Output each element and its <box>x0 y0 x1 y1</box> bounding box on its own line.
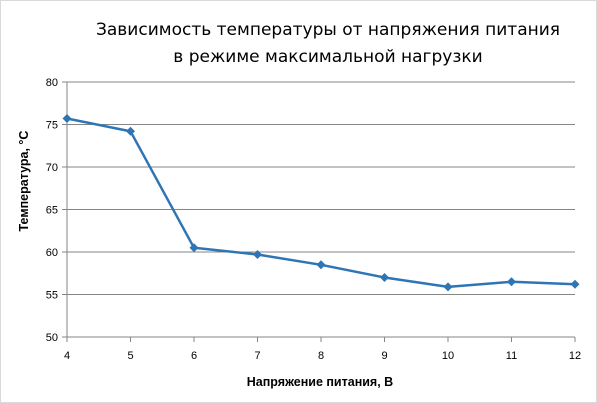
x-tick-label: 4 <box>64 350 70 362</box>
y-tick-label: 55 <box>46 290 58 302</box>
data-point-8 <box>316 260 326 270</box>
y-tick-label: 60 <box>46 247 58 259</box>
data-point-5 <box>126 126 135 136</box>
x-tick-label: 12 <box>569 350 581 362</box>
chart-title-line-2: в режиме максимальной нагрузки <box>173 47 482 67</box>
x-tick-label: 7 <box>254 350 260 362</box>
axes <box>62 81 576 342</box>
y-tick-label: 75 <box>46 120 58 132</box>
x-tick-label: 9 <box>381 350 387 362</box>
x-tick-label: 5 <box>127 350 133 362</box>
x-tick-labels: 4 5 6 7 8 9 10 11 12 <box>64 350 581 362</box>
y-tick-label: 50 <box>46 332 58 344</box>
grid-lines <box>67 81 575 295</box>
y-tick-label: 70 <box>46 162 58 174</box>
x-axis-title: Напряжение питания, В <box>247 375 393 389</box>
x-tick-label: 8 <box>318 350 324 362</box>
data-point-7 <box>253 250 262 260</box>
y-tick-label: 65 <box>46 205 58 217</box>
chart-title-line-1: Зависимость температуры от напряжения пи… <box>96 20 560 40</box>
y-axis-title: Температура, °С <box>17 131 31 232</box>
x-tick-label: 10 <box>442 350 454 362</box>
y-tick-label: 80 <box>46 77 58 89</box>
series-layer <box>62 114 580 292</box>
data-point-9 <box>380 273 389 282</box>
x-tick-label: 11 <box>506 350 517 362</box>
y-tick-labels: 50 55 60 65 70 75 80 <box>46 77 58 344</box>
data-point-4 <box>62 114 72 124</box>
data-point-10 <box>443 282 453 292</box>
x-tick-label: 6 <box>191 350 197 362</box>
data-point-11 <box>507 277 516 287</box>
data-point-6 <box>189 243 199 253</box>
data-point-12 <box>570 279 580 289</box>
